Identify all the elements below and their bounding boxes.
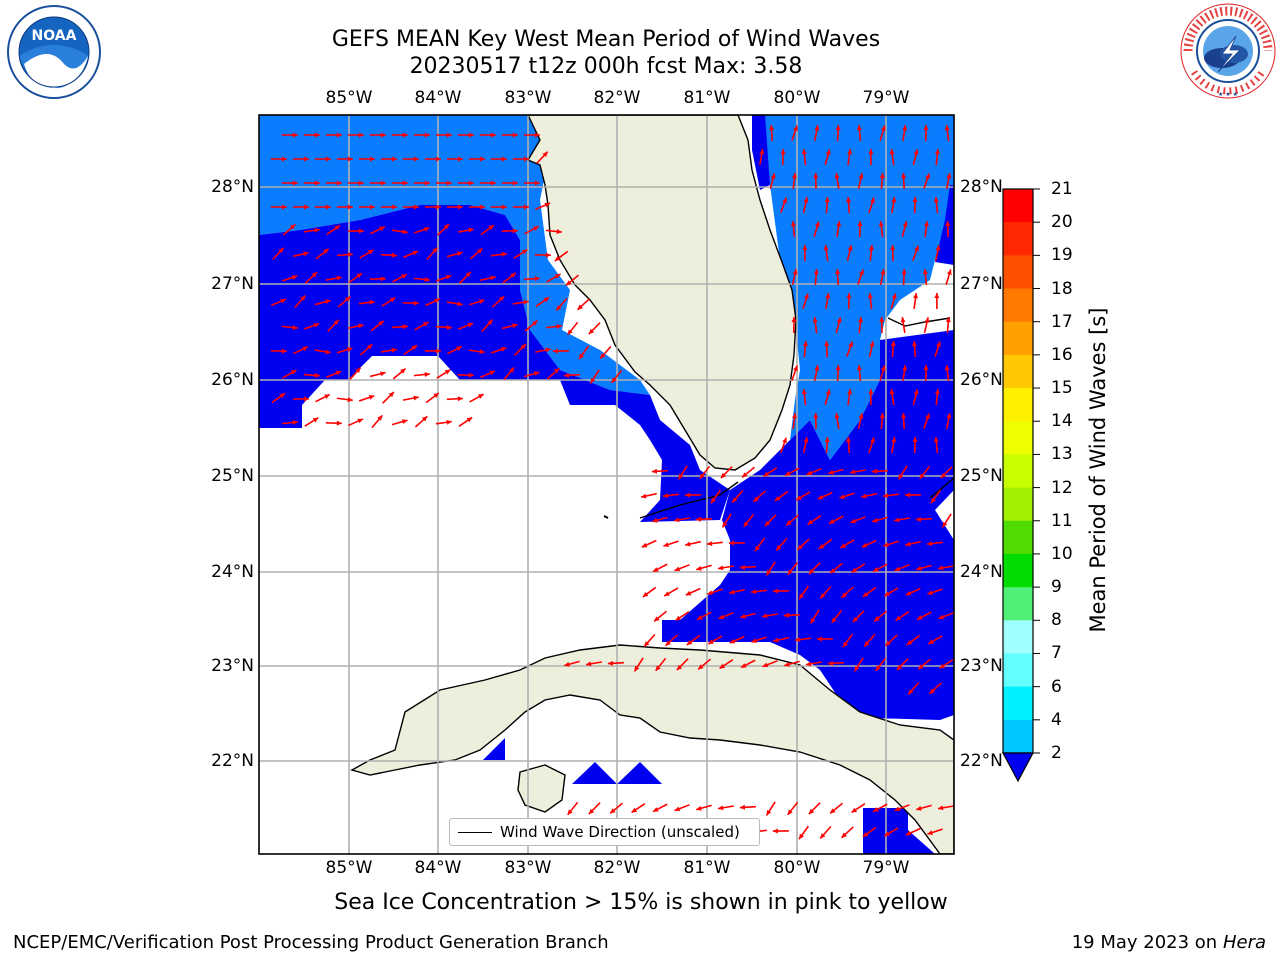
colorbar-segment xyxy=(1003,388,1033,422)
colorbar-segment xyxy=(1003,553,1033,588)
colorbar-tick-label: 9 xyxy=(1051,577,1062,598)
map-grid xyxy=(259,115,954,854)
lat-tick-left: 28°N xyxy=(211,177,254,197)
lat-tick-right: 27°N xyxy=(960,274,1003,294)
colorbar-segment xyxy=(1003,255,1033,290)
colorbar-tick-label: 17 xyxy=(1051,311,1073,332)
chart-subtitle: 20230517 t12z 000h fcst Max: 3.58 xyxy=(409,54,803,79)
colorbar-tick-label: 4 xyxy=(1051,709,1062,730)
nws-logo: ★ ★ ★ xyxy=(1180,3,1276,99)
lat-tick-right: 26°N xyxy=(960,370,1003,390)
colorbar-segment xyxy=(1003,719,1033,754)
lon-tick-bottom: 84°W xyxy=(414,858,462,878)
lon-tick-top: 81°W xyxy=(683,88,731,108)
colorbar-segment xyxy=(1003,587,1033,621)
footer-date-text: 19 May 2023 on xyxy=(1071,932,1218,953)
colorbar-segment xyxy=(1003,620,1033,654)
legend-label: Wind Wave Direction (unscaled) xyxy=(500,823,740,841)
isla-de-la-juventud xyxy=(517,764,566,813)
cuba-land xyxy=(350,644,954,854)
colorbar-segment xyxy=(1003,520,1033,555)
colorbar-segment xyxy=(1003,487,1033,522)
lat-tick-right: 28°N xyxy=(960,177,1003,197)
colorbar-tick-label: 2 xyxy=(1051,743,1062,763)
lon-tick-bottom: 80°W xyxy=(773,858,821,878)
lat-tick-right: 25°N xyxy=(960,466,1003,486)
map-frame xyxy=(258,114,955,855)
colorbar-tick-label: 19 xyxy=(1051,245,1073,266)
colorbar-tick-label: 6 xyxy=(1051,676,1062,697)
colorbar-segment xyxy=(1003,653,1033,688)
lat-tick-right: 23°N xyxy=(960,656,1003,676)
lon-tick-bottom: 85°W xyxy=(325,858,373,878)
wave-region-2to4-atlantic xyxy=(752,115,954,460)
colorbar-tick-label: 10 xyxy=(1051,543,1073,564)
colorbar-tick-label: 11 xyxy=(1051,510,1073,531)
colorbar-segment xyxy=(1003,288,1033,323)
colorbar-segment xyxy=(1003,321,1033,356)
colorbar-tick-label: 15 xyxy=(1051,378,1073,399)
map-legend: Wind Wave Direction (unscaled) xyxy=(449,818,760,846)
lon-tick-top: 80°W xyxy=(773,88,821,108)
colorbar-tick-label: 16 xyxy=(1051,344,1073,365)
lon-tick-bottom: 81°W xyxy=(683,858,731,878)
sea-ice-note: Sea Ice Concentration > 15% is shown in … xyxy=(334,890,948,915)
colorbar-segment xyxy=(1003,189,1033,223)
colorbar-tick-label: 21 xyxy=(1051,179,1073,199)
florida-keys xyxy=(639,481,739,519)
chart-title: GEFS MEAN Key West Mean Period of Wind W… xyxy=(331,27,881,52)
noaa-logo-text: NOAA xyxy=(32,28,77,44)
colorbar-tick-label: 18 xyxy=(1051,278,1073,299)
bahamas-islands xyxy=(887,317,951,327)
lat-tick-right: 22°N xyxy=(960,751,1003,771)
colorbar xyxy=(1001,188,1040,783)
colorbar-tick-label: 13 xyxy=(1051,444,1073,465)
lon-tick-bottom: 82°W xyxy=(593,858,641,878)
colorbar-segment xyxy=(1003,686,1033,721)
footer-host: Hera xyxy=(1222,932,1266,953)
colorbar-under-extension xyxy=(1001,752,1035,783)
lon-tick-top: 84°W xyxy=(414,88,462,108)
colorbar-segment xyxy=(1003,454,1033,489)
florida-land xyxy=(526,115,797,471)
footer-date: 19 May 2023 on Hera xyxy=(1072,932,1266,953)
lat-tick-left: 26°N xyxy=(211,370,254,390)
colorbar-tick-label: 20 xyxy=(1051,212,1073,233)
colorbar-tick-label: 14 xyxy=(1051,411,1073,432)
lat-tick-left: 24°N xyxy=(211,562,254,582)
svg-text:★ ★ ★: ★ ★ ★ xyxy=(1218,91,1238,98)
colorbar-title: Mean Period of Wind Waves [s] xyxy=(1086,307,1110,633)
footer-producer: NCEP/EMC/Verification Post Processing Pr… xyxy=(13,932,609,953)
lat-tick-left: 23°N xyxy=(211,656,254,676)
noaa-logo: NOAA xyxy=(7,5,101,99)
wave-region-2to4-gulf xyxy=(259,115,650,395)
lat-tick-left: 22°N xyxy=(211,751,254,771)
wind-wave-direction-arrows xyxy=(270,124,954,840)
lon-tick-top: 82°W xyxy=(593,88,641,108)
lat-tick-right: 24°N xyxy=(960,562,1003,582)
colorbar-tick-label: 7 xyxy=(1051,643,1062,664)
lon-tick-bottom: 79°W xyxy=(862,858,910,878)
lon-tick-top: 83°W xyxy=(504,88,552,108)
colorbar-tick-label: 8 xyxy=(1051,610,1062,631)
colorbar-segment xyxy=(1003,354,1033,389)
colorbar-segment xyxy=(1003,222,1033,256)
lon-tick-top: 85°W xyxy=(325,88,373,108)
colorbar-segment xyxy=(1003,421,1033,455)
lat-tick-left: 25°N xyxy=(211,466,254,486)
lon-tick-top: 79°W xyxy=(862,88,910,108)
lon-tick-bottom: 83°W xyxy=(504,858,552,878)
legend-line-swatch xyxy=(458,832,492,833)
lat-tick-left: 27°N xyxy=(211,274,254,294)
colorbar-tick-label: 12 xyxy=(1051,477,1073,498)
